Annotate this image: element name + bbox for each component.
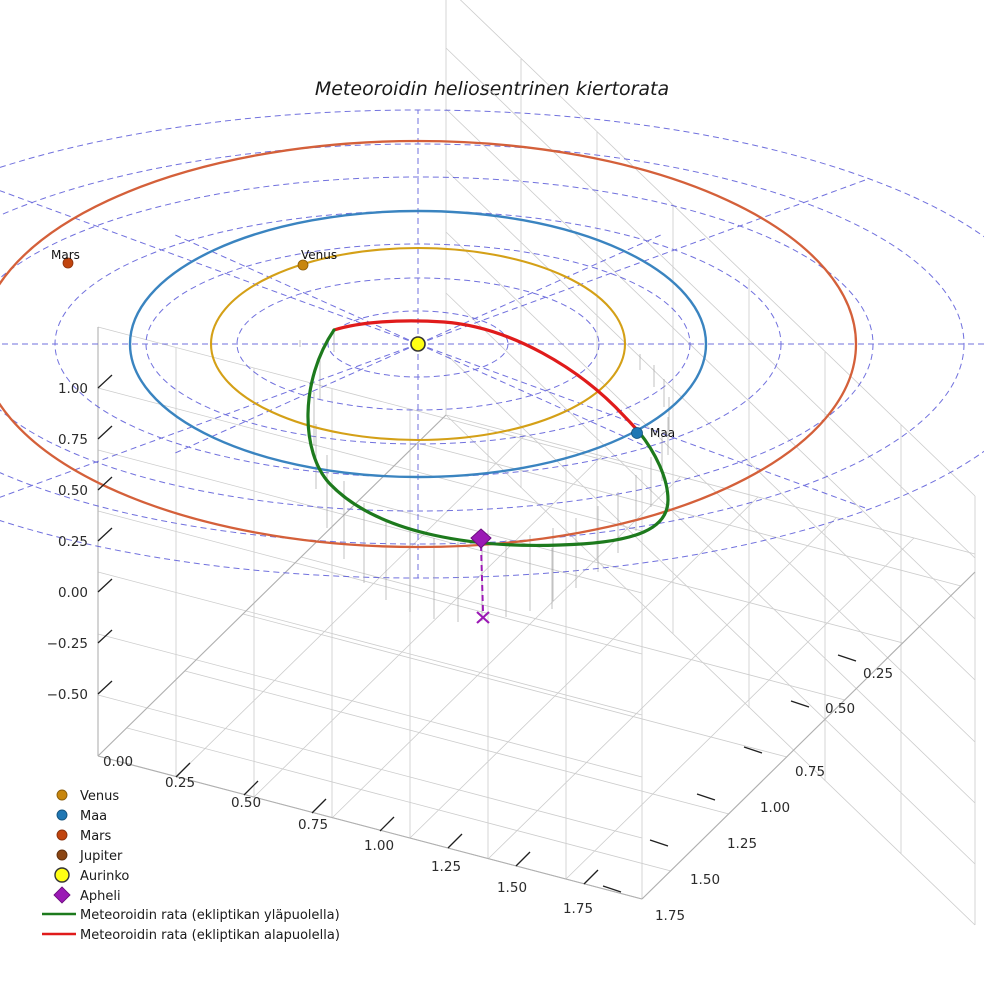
ecliptic-plane-grid <box>0 109 984 579</box>
legend-label-meteoroid-below: Meteoroidin rata (ekliptikan alapuolella… <box>80 928 340 943</box>
legend-marker-maa[interactable] <box>56 809 68 821</box>
legend-label-apheli: Apheli <box>80 889 121 904</box>
page-title: Meteoroidin heliosentrinen kiertorata <box>315 78 669 100</box>
meteoroid-stem-lines <box>299 330 670 622</box>
legend-marker-jupiter[interactable] <box>56 849 68 861</box>
z-tick-6: −0.50 <box>47 687 88 703</box>
x-tick-7: 1.75 <box>563 901 593 917</box>
z-tick-1: 0.75 <box>58 432 88 448</box>
meteoroid-orbit-below-ecliptic <box>332 319 641 434</box>
meteoroid-orbit-above-ecliptic <box>306 328 670 547</box>
y-tick-1: 0.50 <box>825 701 855 717</box>
aphelion-projection-x-marker[interactable] <box>476 611 490 624</box>
orbit-mars <box>0 139 858 549</box>
legend-label-venus: Venus <box>80 789 119 804</box>
x-axis: 0.00 0.25 0.50 0.75 1.00 1.25 1.50 1.75 <box>103 754 599 917</box>
body-markers: Mars Venus Maa <box>51 248 675 440</box>
legend-marker-venus[interactable] <box>56 789 68 801</box>
legend-label-jupiter: Jupiter <box>79 849 123 864</box>
x-tick-6: 1.50 <box>497 880 527 896</box>
x-tick-1: 0.25 <box>165 775 195 791</box>
legend-label-mars: Mars <box>80 829 112 844</box>
x-tick-0: 0.00 <box>103 754 133 770</box>
z-tick-0: 1.00 <box>58 381 88 397</box>
planet-orbits <box>0 139 858 549</box>
z-tick-3: 0.25 <box>58 534 88 550</box>
orbit-venus <box>209 246 627 442</box>
y-tick-2: 0.75 <box>795 764 825 780</box>
marker-mars[interactable] <box>62 257 74 269</box>
marker-aurinko[interactable] <box>410 336 426 352</box>
legend-marker-aurinko[interactable] <box>54 867 70 883</box>
y-axis: 0.25 0.50 0.75 1.00 1.25 1.50 1.75 <box>602 654 893 924</box>
z-tick-2: 0.50 <box>58 483 88 499</box>
aphelion-diamond-marker[interactable] <box>470 528 492 549</box>
z-tick-5: −0.25 <box>47 636 88 652</box>
aphelion-group <box>470 528 492 624</box>
axes-pane-grid <box>97 0 976 926</box>
legend-marker-mars[interactable] <box>56 829 68 841</box>
y-tick-5: 1.50 <box>690 872 720 888</box>
y-tick-3: 1.00 <box>760 800 790 816</box>
x-tick-5: 1.25 <box>431 859 461 875</box>
aphelion-drop-line <box>480 544 484 613</box>
legend-label-maa: Maa <box>80 809 107 824</box>
label-mars: Mars <box>51 248 80 262</box>
legend-marker-apheli[interactable] <box>53 886 71 904</box>
y-tick-6: 1.75 <box>655 908 685 924</box>
orbit-maa <box>128 209 708 479</box>
z-tick-4: 0.00 <box>58 585 88 601</box>
z-axis: 1.00 0.75 0.50 0.25 0.00 −0.25 −0.50 <box>47 374 113 703</box>
y-tick-0: 0.25 <box>863 666 893 682</box>
legend: Venus Maa Mars Jupiter Aurinko Apheli Me… <box>42 789 340 943</box>
label-venus: Venus <box>301 248 337 262</box>
x-tick-4: 1.00 <box>364 838 394 854</box>
marker-venus[interactable] <box>297 259 309 271</box>
x-tick-3: 0.75 <box>298 817 328 833</box>
legend-label-meteoroid-above: Meteoroidin rata (ekliptikan yläpuolella… <box>80 908 340 923</box>
legend-label-aurinko: Aurinko <box>80 869 129 884</box>
label-maa: Maa <box>650 426 675 440</box>
x-tick-2: 0.50 <box>231 795 261 811</box>
marker-maa[interactable] <box>631 427 643 439</box>
y-tick-4: 1.25 <box>727 836 757 852</box>
